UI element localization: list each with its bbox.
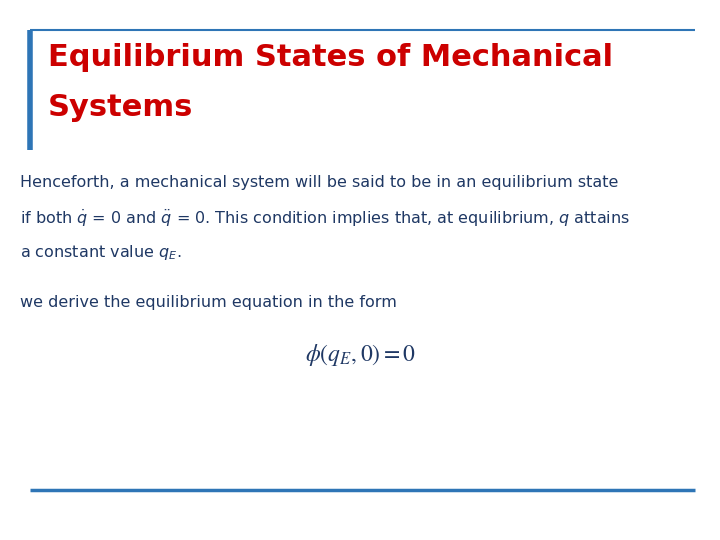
Text: $\phi(q_E,0)=0$: $\phi(q_E,0)=0$	[305, 342, 415, 368]
Text: Systems: Systems	[48, 92, 194, 122]
Text: Equilibrium States of Mechanical: Equilibrium States of Mechanical	[48, 43, 613, 71]
Text: if both $\dot{q}$ = 0 and $\ddot{q}$ = 0. This condition implies that, at equili: if both $\dot{q}$ = 0 and $\ddot{q}$ = 0…	[20, 207, 630, 228]
Text: a constant value $q_E$.: a constant value $q_E$.	[20, 244, 181, 262]
Text: we derive the equilibrium equation in the form: we derive the equilibrium equation in th…	[20, 295, 397, 310]
Text: Henceforth, a mechanical system will be said to be in an equilibrium state: Henceforth, a mechanical system will be …	[20, 174, 618, 190]
